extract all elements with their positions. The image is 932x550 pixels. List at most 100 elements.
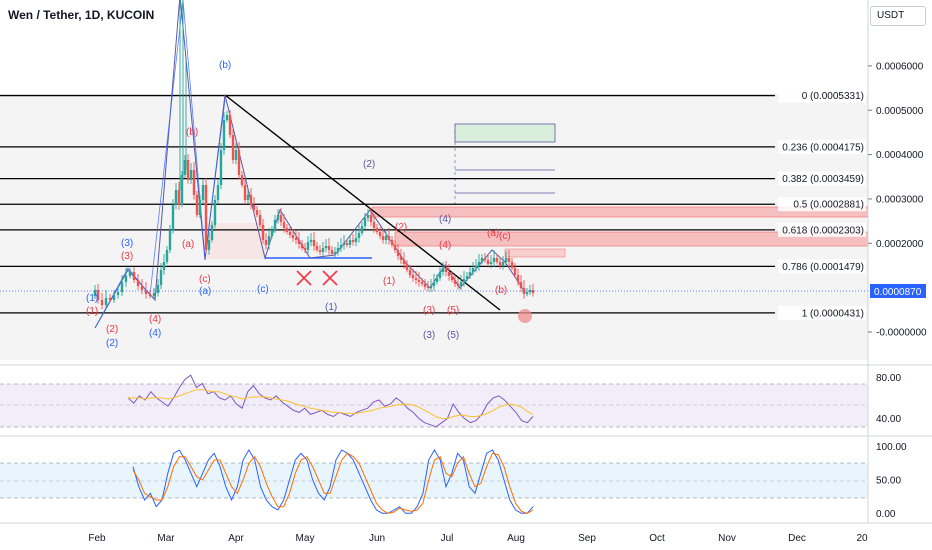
candle-body: [507, 258, 511, 262]
candle-body: [369, 215, 373, 222]
candle-body: [498, 262, 502, 266]
candle-body: [483, 258, 487, 260]
wave-label: (4): [439, 240, 451, 251]
candle-body: [417, 280, 421, 282]
stoch-axis[interactable]: 100.00 50.00 0.00: [876, 442, 907, 520]
candle-body: [486, 260, 490, 264]
indicator-line: [127, 374, 534, 428]
candle-body: [447, 272, 451, 276]
candle-body: [180, 175, 184, 205]
candle-body: [231, 135, 235, 160]
candle-body: [237, 150, 241, 175]
candle-body: [390, 240, 394, 245]
wave-label: (1): [383, 276, 395, 287]
candle-body: [357, 233, 361, 238]
fib-label: 0 (0.0005331): [802, 91, 864, 102]
wave-label: (a): [487, 228, 499, 239]
candle-body: [261, 225, 265, 240]
candle-body: [297, 240, 301, 244]
candle-body: [309, 240, 313, 242]
candle-body: [408, 270, 412, 275]
stoch-tick-label: 100.00: [876, 442, 907, 453]
candle-body: [162, 262, 166, 270]
candle-body: [411, 275, 415, 278]
candle-body: [132, 272, 136, 280]
time-tick-label: Apr: [228, 533, 244, 544]
fib-label-bg: [778, 139, 866, 154]
candle-body: [177, 190, 181, 205]
chart-main-bg-top: [0, 0, 868, 94]
stoch-tick-label: 0.00: [876, 509, 896, 520]
candle-body: [108, 298, 112, 300]
time-tick-label: Oct: [649, 533, 665, 544]
candle-body: [336, 248, 340, 252]
candle-body: [345, 243, 349, 245]
candle-body: [324, 246, 328, 248]
wave-label: (3): [121, 238, 133, 249]
wave-label: (a): [199, 286, 211, 297]
candle-body: [360, 226, 364, 233]
candle-body: [112, 295, 116, 300]
candle-body: [294, 238, 298, 240]
candle-body: [339, 245, 343, 248]
candle-body: [465, 276, 469, 279]
time-tick-label: Jun: [369, 533, 385, 544]
candle-body: [351, 240, 355, 242]
current-price-tag: [870, 284, 926, 298]
candle-body: [144, 290, 148, 294]
candle-body: [156, 285, 160, 293]
candle-body: [267, 236, 271, 245]
candle-body: [100, 300, 104, 305]
candle-body: [104, 298, 108, 305]
wave-label: (a): [182, 239, 194, 250]
candle-body: [273, 220, 277, 230]
candle-body: [438, 272, 442, 278]
indicator-line: [132, 448, 534, 514]
fib-label-bg: [778, 197, 866, 212]
candle-body: [264, 240, 268, 245]
candle-body: [252, 205, 256, 210]
candle-body: [207, 240, 211, 250]
candle-body: [426, 287, 430, 288]
candle-body: [396, 250, 400, 256]
chart-title: Wen / Tether, 1D, KUCOIN: [8, 8, 155, 22]
candle-body: [420, 282, 424, 284]
candle-body: [435, 278, 439, 282]
candle-body: [330, 250, 334, 254]
candle-body: [399, 256, 403, 260]
candle-body: [186, 160, 190, 180]
candle-body: [372, 222, 376, 228]
candle-body: [333, 252, 337, 254]
candle-body: [522, 288, 526, 294]
candle-body: [501, 262, 505, 266]
currency-selector[interactable]: USDT: [870, 6, 926, 26]
rsi-tick-label: 40.00: [876, 414, 901, 425]
wave-label: (2): [363, 159, 375, 170]
wave-label: (b): [219, 60, 231, 71]
price-axis[interactable]: 0.0006000 0.0005000 0.0004000 0.0003000 0.00…: [868, 61, 927, 339]
price-tick-label: 0.0005000: [876, 106, 924, 117]
candle-body: [321, 248, 325, 252]
fib-label-bg: [778, 88, 866, 103]
candle-body: [327, 246, 331, 250]
price-tick-label: 0.0006000: [876, 61, 924, 72]
candle-body: [318, 250, 322, 252]
candle-body: [128, 272, 132, 276]
wave-label: (1): [86, 293, 98, 304]
chart-main-bg: [0, 94, 868, 360]
candle-body: [462, 279, 466, 282]
wave-path-blue: [94, 0, 226, 329]
candle-body: [270, 230, 274, 236]
candle-body: [213, 200, 217, 225]
wave-label: (4): [149, 328, 161, 339]
candle-body: [168, 230, 172, 250]
support-zone: [207, 223, 265, 259]
target-circle: [518, 309, 532, 323]
rsi-axis[interactable]: 80.00 40.00: [876, 373, 901, 425]
trendline-down: [224, 94, 501, 311]
time-axis[interactable]: Feb Mar Apr May Jun Jul Aug Sep Oct Nov Dec 20: [88, 533, 868, 544]
candle-body: [477, 262, 481, 266]
candle-body: [300, 244, 304, 248]
candle-body: [363, 218, 367, 226]
